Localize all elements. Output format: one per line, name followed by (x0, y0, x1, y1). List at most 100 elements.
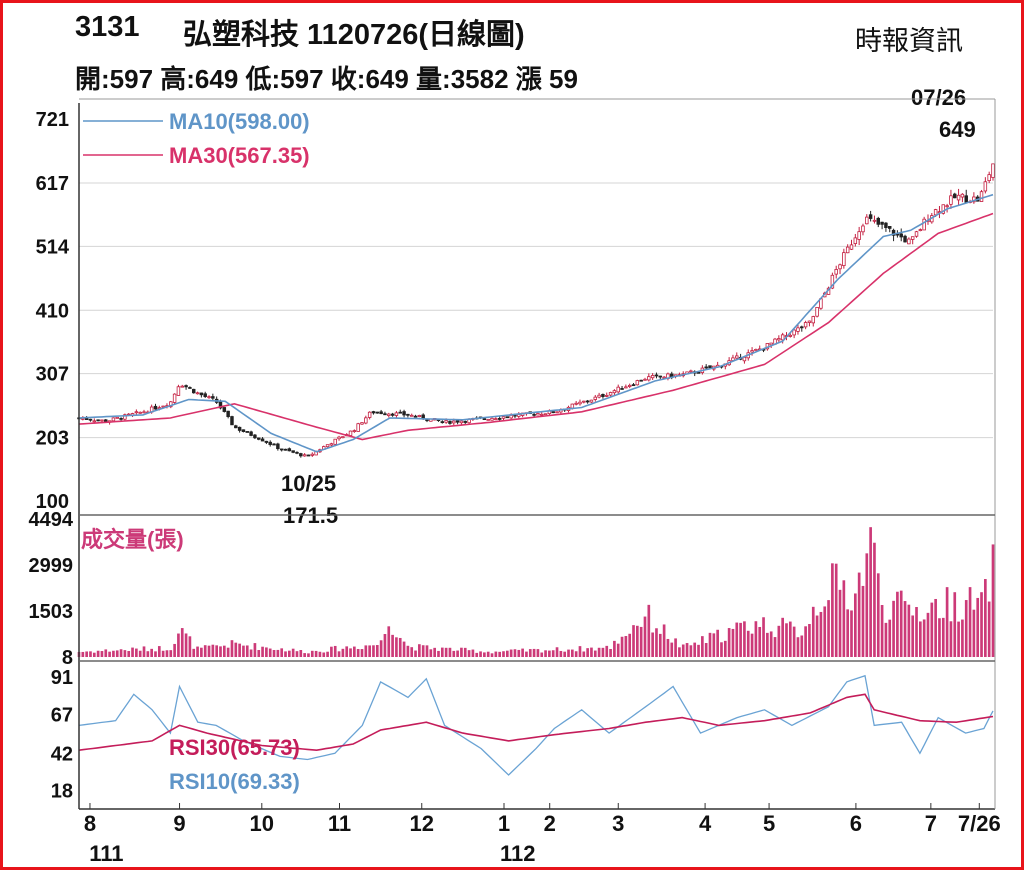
candle-body (979, 191, 984, 202)
volume-bar (528, 649, 532, 657)
y-tick-label: 721 (36, 109, 69, 131)
candle-body (501, 416, 506, 419)
volume-bar (138, 650, 142, 657)
volume-tick-label: 4494 (29, 509, 74, 531)
volume-bar (869, 527, 872, 657)
volume-bar (873, 542, 876, 657)
candle-body (383, 413, 387, 416)
rsi30-line (78, 693, 994, 752)
candle-body (195, 392, 200, 395)
volume-bar (349, 648, 352, 657)
candle-body (907, 238, 911, 245)
volume-bar (356, 649, 360, 657)
volume-bar (773, 637, 777, 657)
candle-body (593, 396, 598, 400)
volume-bar (299, 649, 303, 657)
volume-bar (651, 632, 654, 657)
volume-bar (720, 642, 723, 657)
candle-body (792, 329, 796, 336)
x-month-label: 3 (612, 811, 624, 836)
candle-body (845, 246, 850, 254)
volume-bar (876, 573, 880, 657)
volume-bar (853, 593, 857, 657)
volume-bar (544, 650, 547, 657)
candle-body (899, 233, 903, 238)
volume-bar (418, 644, 421, 657)
candle-body (375, 411, 380, 414)
candle-body (555, 411, 559, 414)
volume-bar (701, 636, 704, 657)
volume-bar (628, 633, 632, 657)
volume-tick-label: 2999 (29, 555, 74, 577)
volume-bar (907, 604, 911, 657)
volume-bar (429, 649, 433, 657)
volume-bar (658, 633, 662, 657)
candle-body (306, 454, 311, 457)
candle-body (880, 221, 884, 225)
volume-bar (605, 645, 609, 657)
volume-bar (387, 626, 391, 657)
candle-body (777, 338, 781, 341)
volume-bar (834, 563, 838, 657)
candle-body (172, 393, 177, 403)
candle-body (490, 417, 494, 421)
volume-bar (823, 606, 827, 657)
volume-bar (341, 648, 345, 657)
volume-bar (781, 617, 784, 657)
volume-bar (930, 602, 934, 657)
volume-bar (180, 628, 184, 657)
rsi10-line (78, 674, 994, 776)
candle-body (509, 414, 513, 419)
rsi-tick-label: 18 (51, 781, 73, 803)
volume-bar (211, 644, 215, 657)
volume-bar (819, 611, 823, 657)
volume-bar (119, 649, 123, 657)
candle-body (211, 396, 215, 399)
volume-bar (288, 650, 291, 657)
volume-bar (291, 648, 295, 657)
volume-bar (486, 651, 490, 657)
y-tick-label: 100 (36, 491, 69, 513)
volume-bar (949, 621, 953, 657)
candle-body (191, 388, 196, 394)
volume-bar (796, 637, 800, 657)
candle-body (949, 195, 953, 205)
volume-bar (984, 579, 987, 657)
candle-body (616, 386, 620, 393)
volume-bar (655, 628, 658, 657)
candle-body (891, 229, 896, 236)
candle-body (417, 415, 422, 417)
volume-bar (850, 610, 853, 657)
candle-body (865, 216, 869, 225)
volume-bar (395, 637, 398, 657)
candle-body (849, 244, 854, 250)
volume-bar (284, 651, 287, 657)
candle-body (241, 429, 246, 432)
candle-body (708, 365, 712, 369)
volume-bar (785, 623, 788, 657)
volume-bar (333, 645, 337, 657)
volume-bar (597, 647, 601, 657)
volume-bar (976, 597, 980, 657)
candle-body (601, 393, 605, 397)
candle-body (283, 448, 288, 451)
candle-body (245, 431, 250, 433)
volume-bar (108, 651, 111, 657)
x-month-label: 10 (250, 811, 274, 836)
volume-bar (578, 646, 582, 657)
candle-body (643, 378, 647, 381)
volume-bar (662, 624, 666, 657)
volume-bar (192, 648, 196, 657)
candle-body (876, 217, 881, 225)
candle-body (635, 380, 640, 386)
y-tick-label: 307 (36, 364, 69, 386)
volume-bar (479, 651, 482, 657)
candle-body (88, 418, 93, 421)
volume-bar (448, 647, 452, 657)
candle-body (589, 399, 594, 403)
candle-body (627, 384, 632, 387)
volume-bar (827, 600, 830, 657)
volume-bar (452, 650, 456, 657)
volume-bar (433, 647, 436, 657)
